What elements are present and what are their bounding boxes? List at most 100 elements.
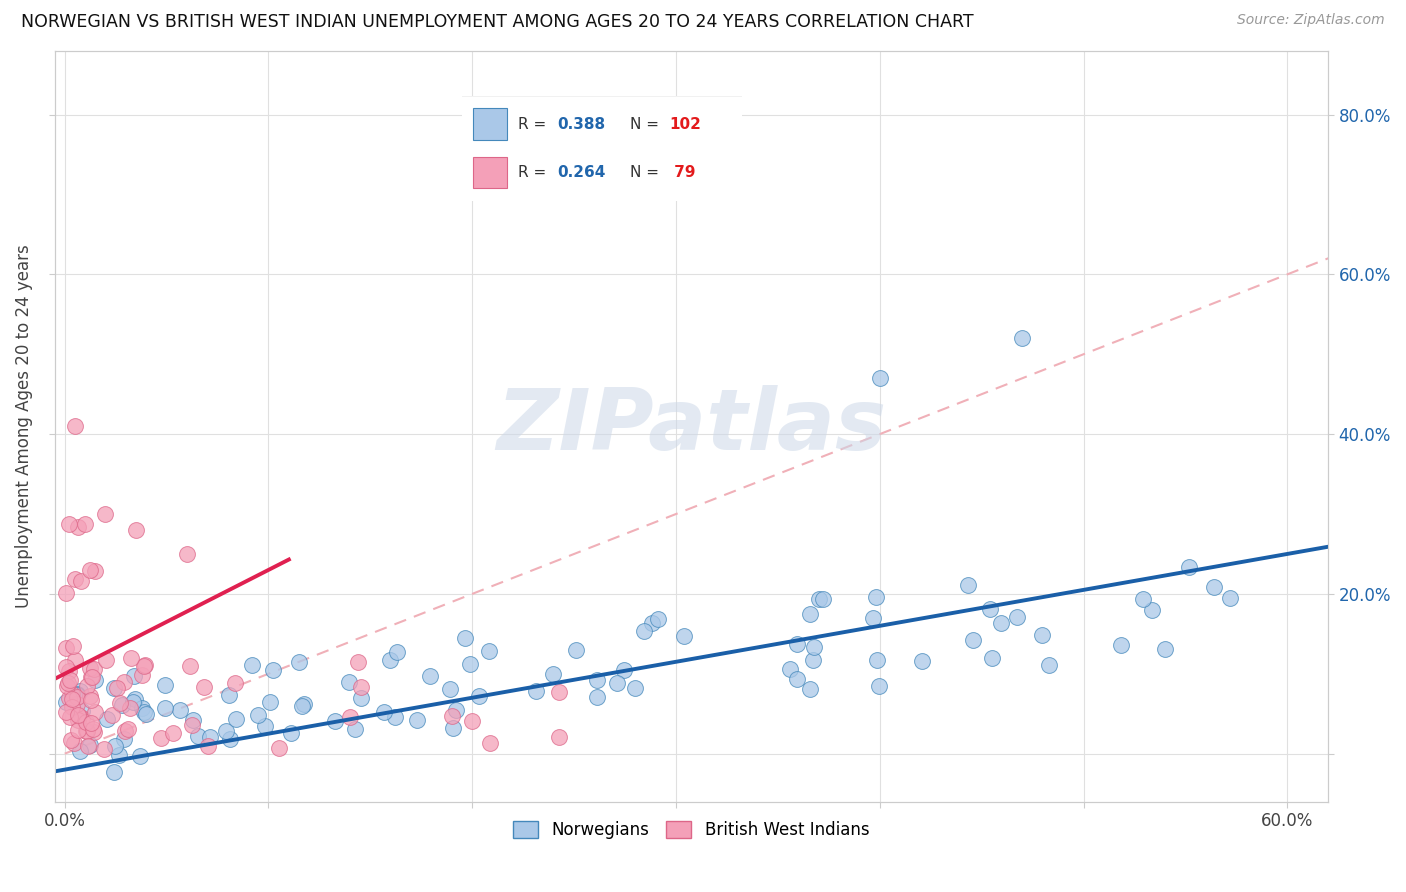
Point bbox=[259, 695, 281, 709]
Point bbox=[1038, 658, 1060, 673]
Point bbox=[84, 673, 107, 688]
Point bbox=[94, 507, 117, 521]
Point bbox=[79, 563, 101, 577]
Point bbox=[59, 732, 82, 747]
Point bbox=[75, 714, 97, 729]
Point bbox=[62, 639, 84, 653]
Point bbox=[76, 679, 98, 693]
Point bbox=[478, 644, 501, 658]
Point bbox=[218, 689, 240, 703]
Point bbox=[59, 710, 82, 724]
Point bbox=[524, 684, 547, 698]
Point bbox=[585, 690, 607, 705]
Point bbox=[162, 726, 184, 740]
Point bbox=[63, 572, 86, 586]
Point bbox=[1109, 638, 1132, 652]
Point bbox=[66, 713, 89, 727]
Text: Source: ZipAtlas.com: Source: ZipAtlas.com bbox=[1237, 13, 1385, 28]
Point bbox=[378, 653, 401, 667]
Point bbox=[55, 659, 77, 673]
Point bbox=[112, 732, 135, 747]
Point bbox=[121, 695, 143, 709]
Point bbox=[801, 653, 824, 667]
Point bbox=[1005, 610, 1028, 624]
Point bbox=[219, 732, 242, 747]
Point bbox=[134, 658, 156, 673]
Point bbox=[373, 705, 395, 719]
Point bbox=[225, 712, 247, 726]
Point bbox=[103, 764, 125, 779]
Point bbox=[169, 703, 191, 717]
Point bbox=[107, 747, 129, 762]
Point bbox=[384, 710, 406, 724]
Point bbox=[176, 547, 198, 561]
Point bbox=[240, 657, 263, 672]
Point bbox=[911, 654, 934, 668]
Point bbox=[458, 657, 481, 671]
Point bbox=[866, 653, 889, 667]
Point bbox=[280, 725, 302, 739]
Point bbox=[548, 731, 571, 745]
Point bbox=[75, 517, 97, 532]
Point bbox=[70, 574, 93, 588]
Point bbox=[862, 610, 884, 624]
Point bbox=[786, 637, 808, 651]
Point bbox=[962, 633, 984, 648]
Point bbox=[1132, 592, 1154, 607]
Point bbox=[75, 724, 97, 739]
Point bbox=[803, 640, 825, 654]
Point bbox=[454, 632, 477, 646]
Point bbox=[69, 684, 91, 698]
Point bbox=[55, 641, 77, 656]
Point bbox=[325, 714, 347, 728]
Point bbox=[444, 703, 467, 717]
Point bbox=[108, 696, 131, 710]
Point bbox=[868, 680, 890, 694]
Point bbox=[262, 663, 284, 677]
Point bbox=[58, 517, 80, 532]
Point bbox=[224, 676, 246, 690]
Point bbox=[79, 739, 101, 753]
Point bbox=[82, 723, 104, 737]
Point bbox=[439, 681, 461, 696]
Point bbox=[246, 707, 269, 722]
Point bbox=[132, 706, 155, 720]
Point bbox=[153, 701, 176, 715]
Point bbox=[79, 661, 101, 675]
Point bbox=[468, 690, 491, 704]
Point bbox=[799, 607, 821, 622]
Point bbox=[461, 714, 484, 729]
Point bbox=[135, 706, 157, 721]
Point bbox=[419, 668, 441, 682]
Point bbox=[799, 681, 821, 696]
Point bbox=[179, 659, 201, 673]
Point bbox=[103, 681, 125, 695]
Point bbox=[69, 744, 91, 758]
Point bbox=[67, 708, 90, 723]
Point bbox=[813, 592, 835, 607]
Text: NORWEGIAN VS BRITISH WEST INDIAN UNEMPLOYMENT AMONG AGES 20 TO 24 YEARS CORRELAT: NORWEGIAN VS BRITISH WEST INDIAN UNEMPLO… bbox=[21, 13, 974, 31]
Point bbox=[215, 724, 238, 739]
Point bbox=[55, 705, 77, 719]
Point bbox=[63, 652, 86, 666]
Point bbox=[82, 670, 104, 684]
Point bbox=[122, 669, 145, 683]
Point bbox=[350, 691, 373, 706]
Point bbox=[83, 705, 105, 719]
Point bbox=[66, 698, 89, 712]
Point bbox=[779, 662, 801, 676]
Point bbox=[980, 650, 1002, 665]
Point bbox=[112, 675, 135, 690]
Point bbox=[200, 731, 222, 745]
Point bbox=[548, 684, 571, 698]
Point bbox=[187, 729, 209, 743]
Point bbox=[60, 691, 83, 706]
Point bbox=[1011, 331, 1033, 345]
Legend: Norwegians, British West Indians: Norwegians, British West Indians bbox=[506, 814, 876, 846]
Point bbox=[120, 651, 142, 665]
Point bbox=[647, 612, 669, 626]
Point bbox=[66, 688, 89, 702]
Point bbox=[254, 719, 277, 733]
Point bbox=[624, 681, 647, 696]
Point bbox=[1178, 560, 1201, 574]
